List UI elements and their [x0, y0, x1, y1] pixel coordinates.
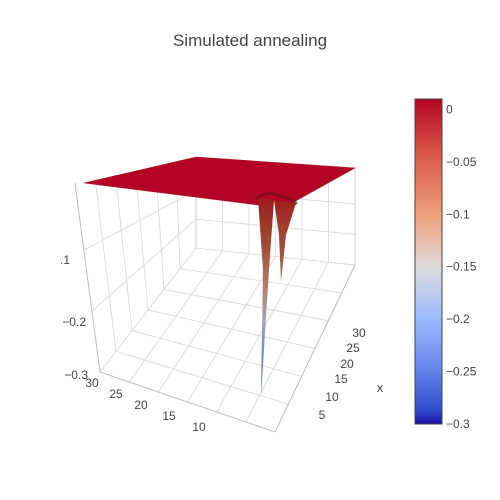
- grid-line: [147, 309, 316, 349]
- x-tick-label: 25: [346, 341, 360, 355]
- grid-line: [94, 178, 117, 352]
- x-tick-label: 15: [334, 372, 348, 386]
- colorbar-bar: [414, 98, 443, 425]
- surface-pit-rim: [254, 192, 299, 206]
- colorbar-tick-label: 0: [446, 102, 453, 116]
- grid-line: [99, 247, 356, 373]
- grid-line: [91, 218, 356, 312]
- surface-pit-shallow: [274, 200, 296, 282]
- colorbar-tick-label: −0.25: [446, 365, 477, 379]
- y-tick-label: 30: [85, 376, 99, 390]
- colorbar: 0 −0.05 −0.1 −0.15 −0.2 −0.25 −0.3: [414, 98, 477, 431]
- chart-title: Simulated annealing: [173, 31, 327, 50]
- surface-layer: [83, 156, 357, 396]
- y-tick-label: 15: [162, 409, 176, 423]
- grid-line: [135, 170, 149, 311]
- grid-line: [216, 259, 303, 413]
- colorbar-tick-label: −0.05: [446, 155, 477, 169]
- colorbar-tick-label: −0.3: [446, 417, 470, 431]
- y-tick-label: 10: [192, 420, 206, 434]
- grid-layer: [83, 160, 356, 423]
- x-axis-label: x: [377, 380, 384, 395]
- z-tick-label: −0.2: [62, 315, 86, 329]
- z-tick-label: −0.3: [64, 368, 88, 382]
- colorbar-tick-label: −0.2: [446, 312, 470, 326]
- grid-line: [114, 174, 133, 331]
- colorbar-tick-label: −0.15: [446, 260, 477, 274]
- surface-plateau: [83, 156, 357, 206]
- colorbar-tick-label: −0.1: [446, 207, 470, 221]
- x-tick-label: 10: [325, 390, 339, 404]
- y-tick-label: 20: [134, 398, 148, 412]
- box-edge: [74, 182, 276, 433]
- y-tick-label: 25: [109, 387, 123, 401]
- grid-line: [163, 288, 329, 322]
- x-tick-label: 20: [340, 357, 354, 371]
- grid-line: [179, 268, 342, 294]
- surface-pit-deep: [258, 198, 274, 396]
- x-tick-label: 30: [352, 326, 366, 340]
- box-edge: [274, 264, 356, 433]
- z-tick-label: .1: [60, 253, 70, 267]
- x-tick-label: 5: [319, 408, 326, 422]
